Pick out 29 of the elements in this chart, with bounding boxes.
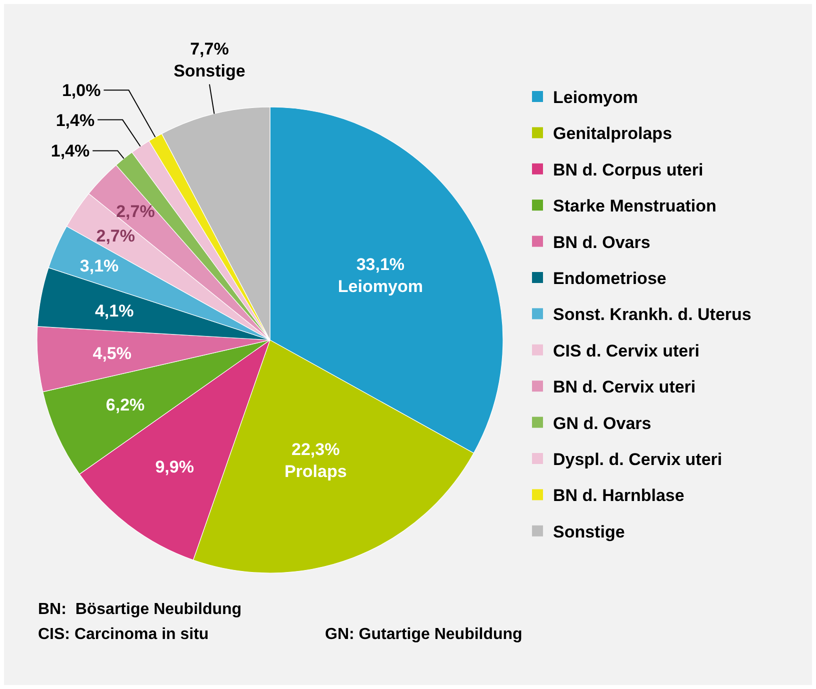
text: CIS: Carcinoma in situ [38, 626, 209, 643]
data-label: 9,9% [155, 457, 194, 476]
legend-label: Sonst. Krankh. d. Uterus [553, 305, 752, 324]
legend-label: Leiomyom [553, 88, 638, 107]
data-label: 33,1% Leiomyom [338, 255, 423, 296]
text: BN: Bösartige Neubildung [38, 601, 242, 618]
legend-label: Endometriose [553, 269, 666, 288]
legend-label: Starke Menstruation [553, 196, 716, 216]
data-label: 4,5% [92, 344, 132, 364]
data-label: 1,0% [62, 81, 101, 100]
data-label: 1,4% [50, 142, 90, 161]
data-label: 7,7% Sonstige [174, 39, 246, 80]
data-label: 2,7% [116, 202, 155, 222]
data-label: 2,7% [96, 226, 135, 246]
legend-label: CIS d. Cervix uteri [553, 341, 700, 360]
legend-label: BN d. Corpus uteri [553, 160, 704, 180]
data-label: 1,4% [56, 110, 95, 130]
legend-label: BN d. Ovars [553, 232, 650, 252]
legend-label: Dyspl. d. Cervix uteri [553, 450, 722, 469]
legend-label: Sonstige [553, 522, 625, 542]
data-label: 3,1% [80, 256, 119, 276]
legend-label: GN d. Ovars [553, 414, 652, 433]
data-label: 4,1% [94, 302, 134, 321]
text: GN: Gutartige Neubildung [325, 626, 522, 643]
legend-label: BN d. Cervix uteri [553, 378, 696, 397]
legend-label: BN d. Harnblase [553, 486, 684, 506]
data-label: 22,3% Prolaps [284, 440, 347, 481]
data-label: 6,2% [106, 395, 145, 414]
legend-label: Genitalprolaps [553, 124, 672, 144]
